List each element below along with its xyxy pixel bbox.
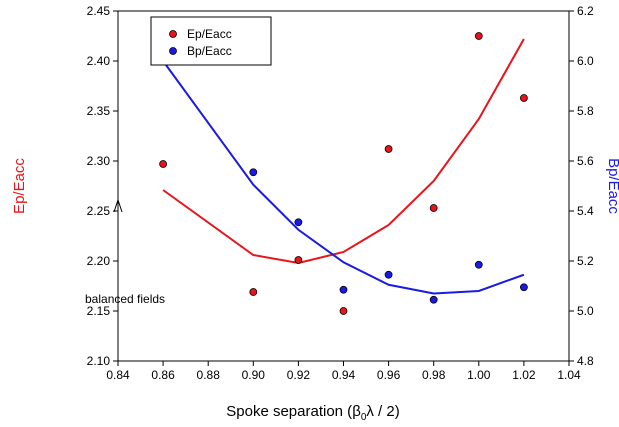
y-axis-label-left: Ep/Eacc <box>11 158 28 214</box>
legend-box <box>150 16 272 66</box>
y-left-tick-label: 2.20 <box>87 254 111 268</box>
y-axis-label-right: Bp/Eacc <box>605 158 619 214</box>
data-point-bp <box>429 295 438 304</box>
x-axis-label-subscript: 0 <box>361 412 367 423</box>
y-left-tick-label: 2.35 <box>87 104 111 118</box>
y-right-tick-label: 5.6 <box>577 154 594 168</box>
y-right-tick-label: 4.8 <box>577 354 594 368</box>
x-tick-label: 0.96 <box>377 368 401 382</box>
y-left-tick-label: 2.15 <box>87 304 111 318</box>
data-point-bp <box>474 260 483 269</box>
x-tick-label: 0.94 <box>332 368 356 382</box>
data-point-bp <box>384 270 393 279</box>
data-point-bp <box>249 168 258 177</box>
data-point-ep <box>474 32 483 40</box>
x-axis-label-rest: λ / 2) <box>366 403 399 420</box>
annotation-label: balanced fields <box>85 292 165 306</box>
data-point-ep <box>159 160 168 168</box>
y-right-tick-label: 5.2 <box>577 254 594 268</box>
legend-marker-bp <box>169 47 177 55</box>
x-tick-label: 0.90 <box>242 368 266 382</box>
data-point-ep <box>294 256 303 264</box>
x-axis-label-main: Spoke separation ( <box>226 403 352 420</box>
y-left-tick-label: 2.10 <box>87 354 111 368</box>
series-line-ep <box>162 38 525 265</box>
x-tick-label: 1.00 <box>467 368 491 382</box>
y-right-tick-label: 5.4 <box>577 204 594 218</box>
x-tick-label: 0.88 <box>197 368 221 382</box>
data-point-ep <box>339 307 348 315</box>
legend-marker-ep <box>169 30 177 38</box>
data-point-bp <box>339 285 348 294</box>
data-point-ep <box>520 94 528 102</box>
series-line-bp <box>162 60 525 295</box>
x-tick-label: 0.84 <box>106 368 130 382</box>
legend-label-bp: Bp/Eacc <box>187 44 232 58</box>
data-point-bp <box>294 218 303 227</box>
x-axis-label: Spoke separation (β0λ / 2) <box>226 403 399 423</box>
annotation-arrow-head <box>113 198 123 213</box>
legend-label-ep: Ep/Eacc <box>187 27 232 41</box>
x-tick-label: 1.04 <box>557 368 581 382</box>
x-tick-label: 0.98 <box>422 368 446 382</box>
y-left-tick-label: 2.30 <box>87 154 111 168</box>
data-point-ep <box>429 204 438 212</box>
x-tick-label: 1.02 <box>512 368 536 382</box>
y-right-tick-label: 6.0 <box>577 54 594 68</box>
data-point-bp <box>520 283 528 292</box>
y-right-tick-label: 6.2 <box>577 4 594 18</box>
y-left-tick-label: 2.45 <box>87 4 111 18</box>
x-tick-label: 0.86 <box>151 368 175 382</box>
y-right-tick-label: 5.0 <box>577 304 594 318</box>
x-axis-label-beta: β <box>352 403 361 420</box>
data-point-ep <box>384 145 393 153</box>
legend: Ep/Eacc Bp/Eacc <box>150 16 272 66</box>
annotation: balanced fields <box>85 198 165 306</box>
data-point-ep <box>249 288 258 296</box>
y-left-tick-label: 2.40 <box>87 54 111 68</box>
y-right-tick-label: 5.8 <box>577 104 594 118</box>
x-tick-label: 0.92 <box>287 368 311 382</box>
y-left-tick-label: 2.25 <box>87 204 111 218</box>
